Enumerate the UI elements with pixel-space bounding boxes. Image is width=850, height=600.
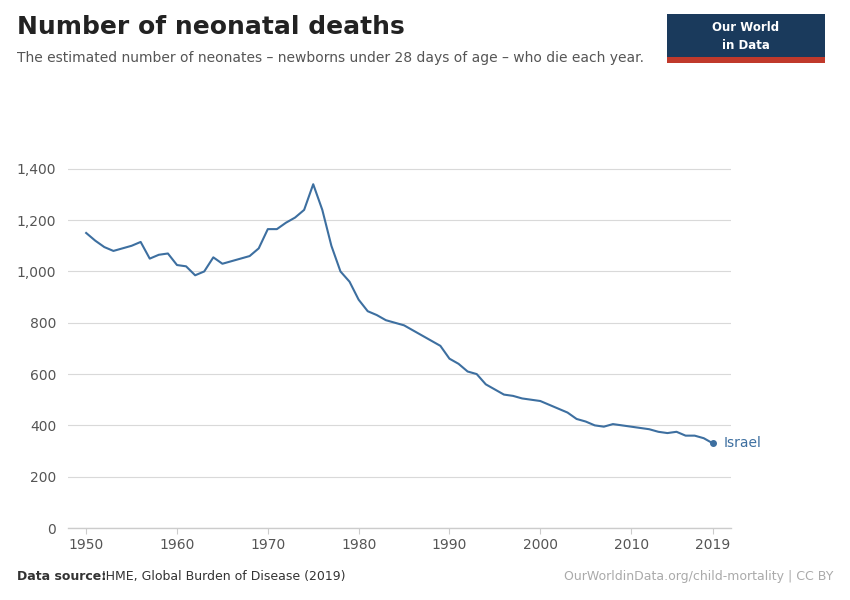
- Text: Data source:: Data source:: [17, 570, 106, 583]
- Text: Israel: Israel: [723, 436, 762, 451]
- Text: Number of neonatal deaths: Number of neonatal deaths: [17, 15, 405, 39]
- Text: in Data: in Data: [722, 39, 770, 52]
- Text: The estimated number of neonates – newborns under 28 days of age – who die each : The estimated number of neonates – newbo…: [17, 51, 644, 65]
- Text: OurWorldinData.org/child-mortality | CC BY: OurWorldinData.org/child-mortality | CC …: [564, 570, 833, 583]
- Text: Our World: Our World: [712, 21, 779, 34]
- Text: IHME, Global Burden of Disease (2019): IHME, Global Burden of Disease (2019): [98, 570, 345, 583]
